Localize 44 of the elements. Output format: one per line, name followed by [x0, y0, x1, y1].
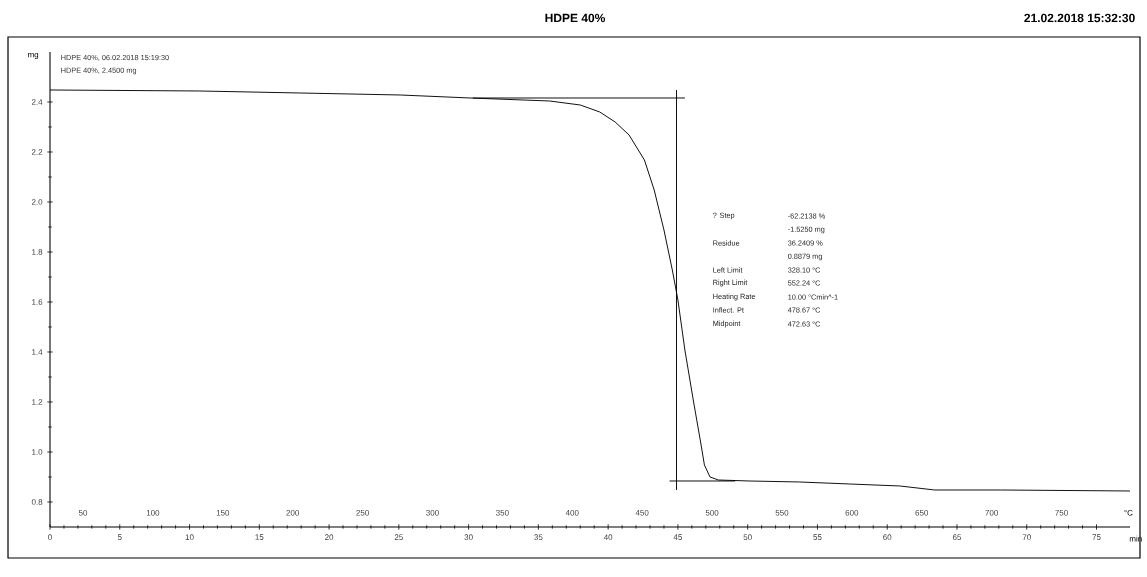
y-tick-label: 0.8 — [31, 499, 43, 505]
chart-subtitle: 21.02.2018 15:32:30 — [1024, 13, 1135, 23]
x-tick-label: 5 — [117, 534, 122, 540]
x-tick-label: 35 — [534, 534, 543, 541]
y-tick-label: 2.4 — [31, 99, 43, 105]
x-tick-label: 50 — [743, 534, 752, 541]
chart-title: HDPE 40% — [545, 13, 606, 23]
x2-tick-label: 50 — [78, 509, 88, 516]
y-tick-label: 1.8 — [32, 249, 43, 255]
y-tick-label: 1.2 — [32, 399, 43, 405]
x2-tick-label: 700 — [985, 509, 998, 516]
x-tick-label: 0 — [48, 534, 52, 541]
y-tick-label: 2.0 — [31, 199, 43, 205]
x2-tick-label: 400 — [565, 509, 579, 516]
x2-tick-label: 150 — [216, 509, 230, 516]
y-axis-title: mg — [28, 53, 39, 59]
x-tick-label: 10 — [185, 534, 194, 541]
x2-tick-label: 350 — [496, 509, 509, 516]
x-tick-label: 20 — [325, 534, 334, 541]
x2-tick-label: 500 — [705, 509, 719, 516]
x-tick-label: 55 — [813, 534, 822, 540]
x2-tick-label: 300 — [426, 509, 439, 516]
x-tick-label: 40 — [603, 534, 613, 541]
x-tick-label: 65 — [952, 534, 962, 541]
x2-tick-label: 450 — [635, 509, 649, 516]
x-tick-label: 15 — [255, 534, 264, 540]
y-tick-label: 2.2 — [31, 149, 43, 155]
x2-tick-label: 100 — [146, 509, 160, 516]
x-tick-label: 30 — [464, 534, 473, 541]
x-tick-label: 45 — [673, 534, 683, 540]
x2-tick-label: 600 — [845, 509, 859, 516]
y-tick-label: 1.4 — [32, 349, 43, 355]
x2-tick-label: 550 — [775, 509, 789, 516]
x2-tick-label: 750 — [1055, 509, 1068, 516]
y-tick-label: 1.6 — [32, 299, 43, 305]
x2-tick-label: 650 — [915, 509, 929, 516]
x-tick-label: 60 — [883, 534, 892, 541]
x2-axis-title: °C — [1124, 509, 1133, 516]
x-tick-label: 75 — [1092, 534, 1101, 540]
x2-tick-label: 200 — [286, 509, 300, 516]
x2-tick-label: 250 — [356, 509, 369, 516]
x-tick-label: 25 — [394, 534, 403, 541]
x-tick-label: 70 — [1022, 534, 1031, 541]
y-tick-label: 1.0 — [32, 449, 43, 455]
